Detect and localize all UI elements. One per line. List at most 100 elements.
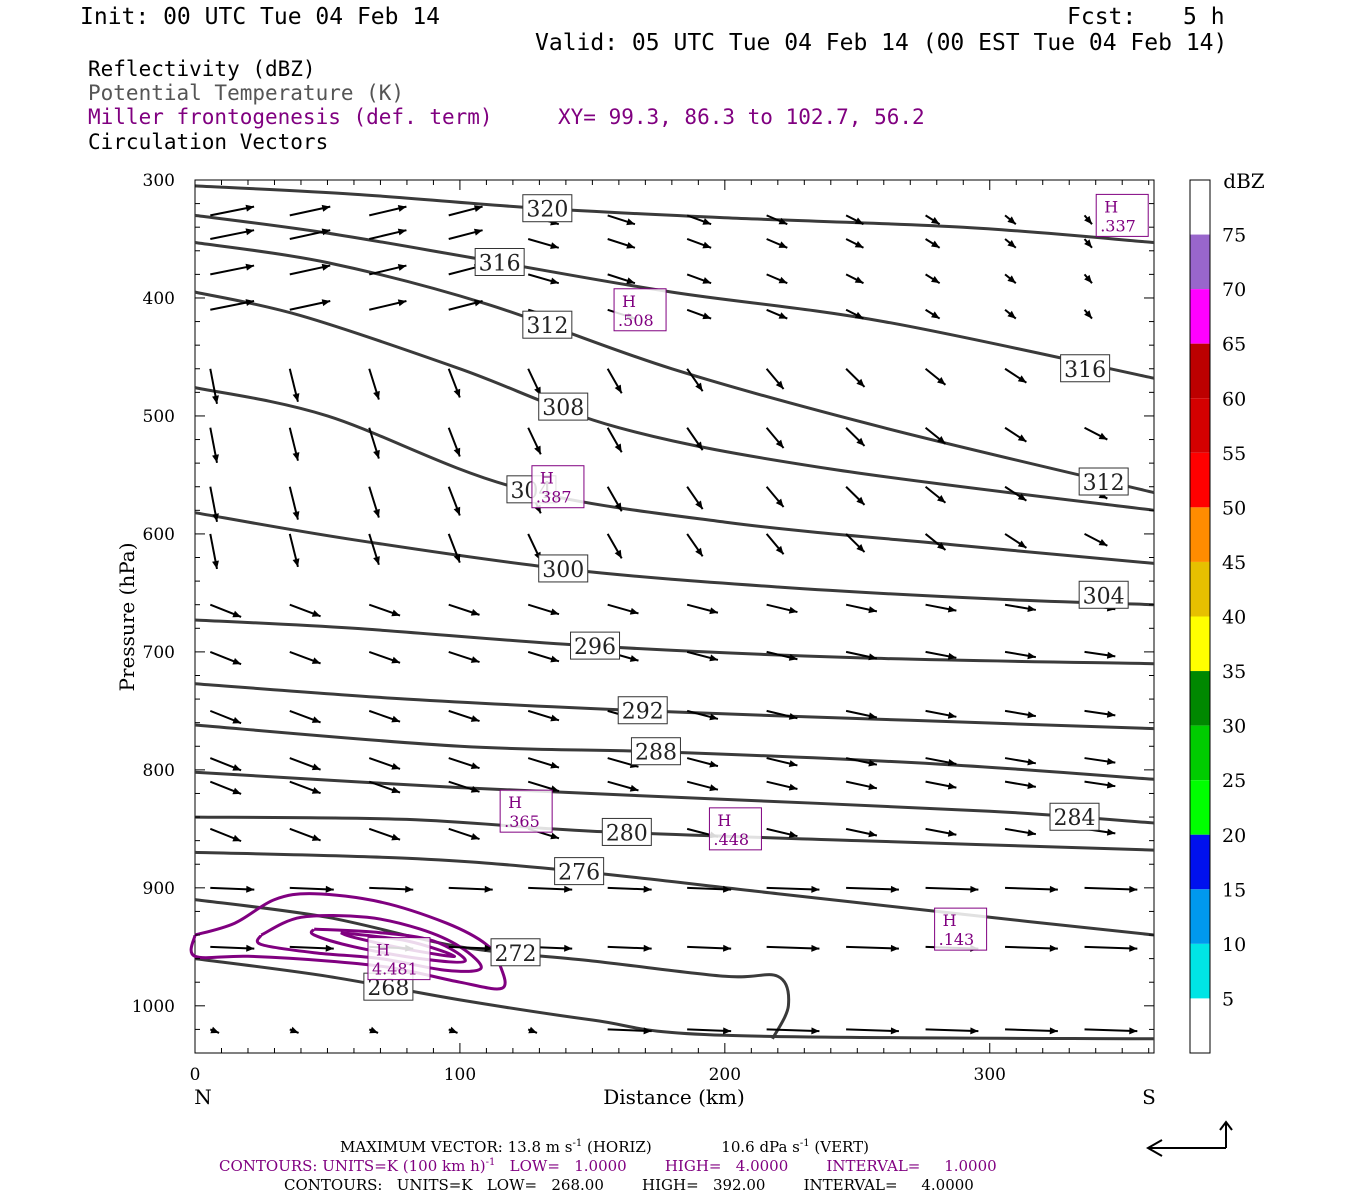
circulation-vector-head [775,439,784,449]
circulation-vector-head [1049,885,1058,893]
colorbar-segment [1190,507,1210,562]
frontogenesis-max-value: .508 [618,311,654,330]
circulation-vector-head [325,944,334,952]
circulation-vector-head [397,299,407,307]
circulation-vector-head [391,656,401,664]
circulation-vector-shaft [766,1028,820,1033]
circulation-vector-head [709,654,718,662]
circulation-vector-head [811,944,820,952]
frontogenesis-max-letter: H [376,941,390,960]
footer-max-vector-horiz: MAXIMUM VECTOR: 13.8 m s [340,1138,573,1156]
circulation-vector-head [232,787,242,795]
circulation-vector-head [970,885,979,893]
circulation-vector-head [453,388,461,398]
colorbar-label: 10 [1222,934,1246,956]
colorbar-label: 55 [1222,443,1246,465]
circulation-vector-head [723,1027,732,1035]
legend-xy-endpoints: XY= 99.3, 86.3 to 102.7, 56.2 [558,105,925,129]
circulation-vector-head [868,606,877,614]
circulation-vector-head [448,1026,458,1034]
circulation-vector-head [232,834,242,842]
circulation-vector-head [788,606,798,614]
circulation-vector-head [470,785,480,793]
circulation-vector-head [626,218,635,226]
circulation-vector-shaft [846,1028,899,1033]
circulation-vector-shaft [1005,1028,1058,1033]
frontogenesis-contour-line [255,913,483,973]
frontogenesis-max-value: .387 [536,488,572,507]
colorbar-segment [1190,780,1210,835]
theta-contour-line [194,213,1155,380]
theta-contour-label-box [1078,467,1129,496]
theta-contour-label: 316 [479,251,521,276]
circulation-vector-head [695,547,703,557]
circulation-vector-head [937,436,946,444]
x-axis-title: Distance (km) [603,1085,745,1109]
circulation-vector-head [453,447,461,457]
footer-exp-1: -1 [572,1138,583,1149]
colorbar-label: 20 [1222,825,1246,847]
footer-fronto-units: CONTOURS: UNITS=K (100 km h) [219,1157,486,1175]
circulation-vector-head [1106,781,1116,789]
footer-max-vector: MAXIMUM VECTOR: 13.8 m s-1 (HORIZ) 10.6 … [340,1138,869,1156]
circulation-vector-head [788,653,798,661]
circulation-vector-shaft [846,886,899,891]
circulation-vector-head [391,715,401,723]
theta-contour-label-box [617,696,668,725]
theta-contour-label: 284 [1054,806,1096,831]
circulation-vector-head [550,277,559,285]
colorbar-title: dBZ [1223,169,1265,193]
colorbar-label: 15 [1222,879,1246,901]
circulation-vector-head [470,833,480,840]
circulation-vector-head [1017,540,1027,548]
circulation-vector-head [550,714,559,722]
colorbar-label: 5 [1222,988,1234,1010]
circulation-vector-head [210,1026,220,1034]
circulation-vector-head [778,241,788,248]
circulation-vector-head [292,393,300,402]
north-end-label: N [194,1085,212,1109]
theta-contour-line [194,770,1155,825]
circulation-vector-head [245,299,255,306]
circulation-vector-head [695,441,703,451]
footer-max-vector-vert: 10.6 dPa s [721,1138,800,1156]
theta-contour-label-box [522,194,573,223]
y-axis-title: Pressure (hPa) [115,543,139,692]
circulation-vector-head [470,715,480,722]
plot-frame [194,179,1155,1054]
colorbar-segment [1190,725,1210,781]
frontogenesis-max-value: .337 [1100,216,1136,235]
y-tick-label: 1000 [132,997,175,1017]
circulation-vector-head [702,241,712,249]
theta-contour-label: 280 [606,821,648,846]
circulation-vector-head [1129,885,1138,893]
circulation-vector-head [1084,274,1093,284]
colorbar-label: 70 [1222,279,1246,301]
circulation-vector-shaft [1084,1028,1138,1033]
colorbar-label: 40 [1222,607,1246,629]
circulation-vector-head [775,545,784,555]
colorbar-segment [1190,180,1210,235]
frontogenesis-max-box [708,807,762,851]
circulation-vector-head [1106,757,1116,765]
theta-contour-label: 296 [574,635,616,660]
circulation-vector-head [1106,651,1116,659]
legend-circulation-vectors: Circulation Vectors [88,130,329,154]
frontogenesis-max-letter: H [1104,197,1118,216]
frontogenesis-max-letter: H [717,811,731,830]
circulation-vector-head [245,263,255,271]
footer-exp-3: -1 [485,1157,496,1168]
circulation-vector-head [311,716,321,723]
circulation-vector-head [1106,710,1116,718]
circulation-vector-head [890,1027,899,1035]
circulation-vector-head [212,395,219,404]
circulation-vector-head [245,228,255,236]
circulation-vector-head [1129,1027,1138,1035]
circulation-vector-head [550,832,559,840]
theta-contour-line [194,290,1155,512]
circulation-vector-head [1007,216,1016,225]
forecast-hour: 5 h [1183,4,1225,30]
circulation-vector-head [1007,240,1016,248]
footer-theta-contours: CONTOURS: UNITS=K LOW= 268.00 HIGH= 392.… [284,1176,974,1194]
circulation-vector-head [626,241,635,249]
